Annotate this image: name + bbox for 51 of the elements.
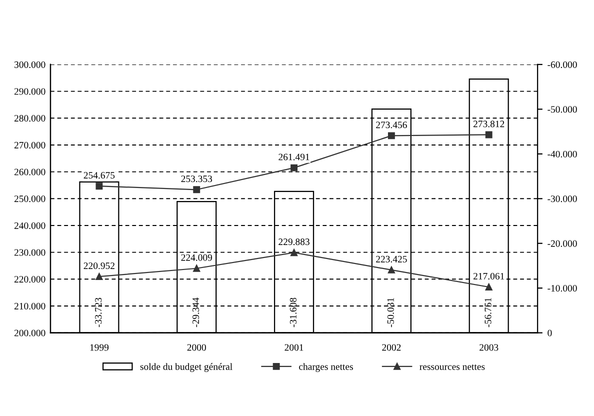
legend-label: solde du budget général bbox=[140, 363, 232, 372]
data-label: 261.491 bbox=[278, 154, 310, 160]
x-tick-label: 2001 bbox=[284, 344, 304, 351]
point bbox=[290, 249, 298, 256]
y2-tick-label: -30.000 bbox=[548, 196, 577, 202]
data-label: -29.344 bbox=[192, 298, 200, 328]
point bbox=[96, 273, 103, 280]
point bbox=[193, 186, 200, 194]
data-label: 254.675 bbox=[84, 172, 115, 179]
data-label: -31.608 bbox=[290, 298, 297, 328]
point bbox=[290, 164, 298, 172]
y-tick-label: 260.000 bbox=[14, 168, 46, 176]
legend-label: charges nettes bbox=[299, 363, 353, 372]
data-label: -56.751 bbox=[484, 298, 492, 328]
x-tick-label: 2002 bbox=[382, 344, 401, 351]
y-tick-label: 200.000 bbox=[14, 330, 46, 336]
point bbox=[388, 132, 395, 140]
data-label: 229.883 bbox=[278, 238, 310, 246]
data-label: 223.425 bbox=[376, 256, 407, 262]
y2-tick-label: -10.000 bbox=[548, 284, 577, 292]
y-tick-label: 280.000 bbox=[14, 115, 46, 122]
x-tick-label: 2003 bbox=[480, 344, 498, 351]
point bbox=[193, 264, 200, 272]
y-tick-label: 240.000 bbox=[14, 222, 46, 229]
y2-tick-label: -20.000 bbox=[548, 240, 577, 247]
y-tick-label: 270.000 bbox=[14, 142, 46, 148]
point bbox=[388, 266, 395, 274]
point bbox=[485, 284, 492, 290]
y-tick-label: 210.000 bbox=[14, 302, 46, 310]
x-tick-label: 1999 bbox=[90, 344, 109, 351]
data-label: -33.723 bbox=[95, 298, 102, 328]
data-label: 273.456 bbox=[376, 122, 407, 128]
y-tick-label: 300.000 bbox=[14, 61, 46, 68]
data-label: 220.952 bbox=[84, 262, 114, 270]
legend-label: ressources nettes bbox=[420, 364, 485, 370]
data-label: 224.009 bbox=[181, 254, 212, 261]
y2-tick-label: 0 bbox=[548, 330, 552, 336]
point bbox=[485, 131, 492, 138]
data-label: 253.353 bbox=[181, 176, 212, 182]
y2-tick-label: -60.000 bbox=[548, 61, 577, 68]
y-tick-label: 290.000 bbox=[14, 88, 46, 95]
point bbox=[96, 182, 103, 190]
data-label: 217.061 bbox=[473, 272, 504, 280]
y2-tick-label: -40.000 bbox=[548, 150, 577, 158]
y-tick-label: 220.000 bbox=[14, 276, 46, 283]
y-tick-label: 230.000 bbox=[14, 249, 46, 256]
data-label: 273.812 bbox=[473, 120, 504, 128]
y2-tick-label: -50.000 bbox=[548, 106, 577, 113]
data-label: -50.031 bbox=[387, 298, 394, 328]
x-tick-label: 2000 bbox=[187, 344, 206, 351]
y-tick-label: 250.000 bbox=[14, 196, 46, 202]
